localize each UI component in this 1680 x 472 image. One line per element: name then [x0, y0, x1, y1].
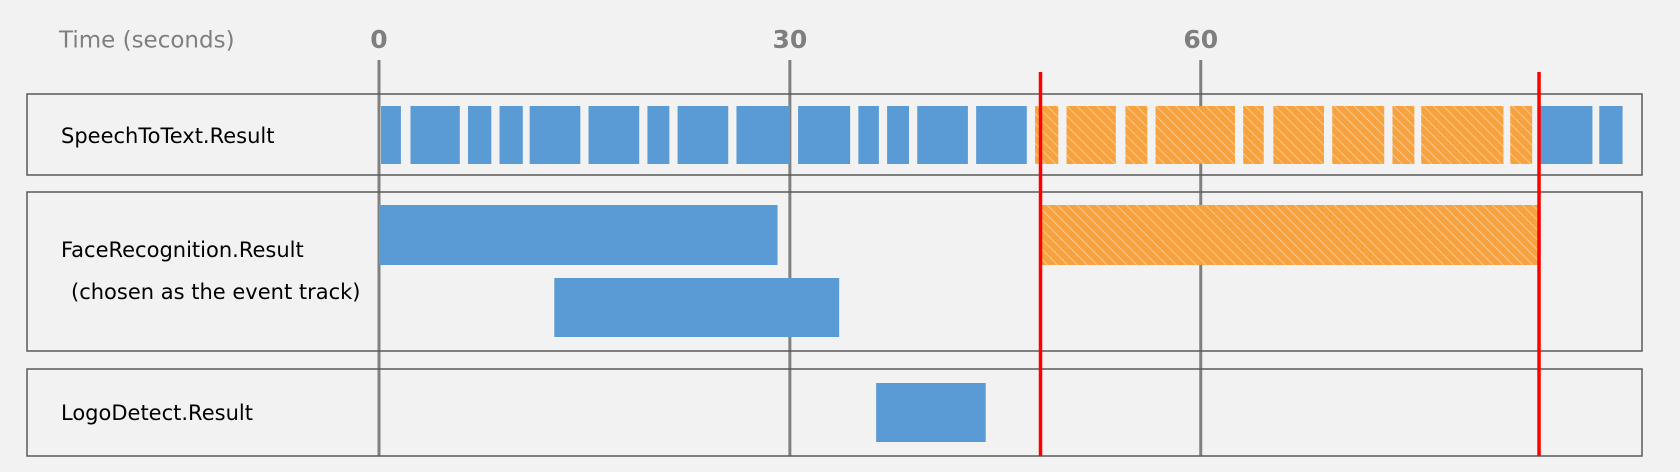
- track-note: (chosen as the event track): [71, 280, 361, 304]
- track-box: [26, 191, 1643, 352]
- segment: [379, 205, 778, 265]
- track-label: SpeechToText.Result: [61, 124, 275, 148]
- segment: [798, 106, 851, 164]
- x-tick-label: 30: [772, 25, 807, 54]
- segment: [887, 106, 910, 164]
- highlighted-segment: [1421, 106, 1504, 164]
- segment: [647, 106, 670, 164]
- highlighted-segment: [1392, 106, 1415, 164]
- track-box: [26, 368, 1643, 457]
- segment: [976, 106, 1027, 164]
- track-label: FaceRecognition.Result: [61, 238, 304, 262]
- tracks: SpeechToText.Result FaceRecognition.Resul…: [26, 93, 1643, 457]
- segment: [529, 106, 581, 164]
- segment: [381, 106, 401, 164]
- segment: [1540, 106, 1593, 164]
- segment: [410, 106, 460, 164]
- highlighted-segment: [1155, 106, 1235, 164]
- segment: [554, 278, 840, 337]
- segment: [917, 106, 968, 164]
- segment: [677, 106, 729, 164]
- x-tick-label: 60: [1183, 25, 1218, 54]
- segment: [1599, 106, 1623, 164]
- highlighted-segment: [1332, 106, 1385, 164]
- track-box: [26, 93, 1643, 176]
- segment: [876, 383, 986, 442]
- highlighted-segment: [1243, 106, 1264, 164]
- track-label: LogoDetect.Result: [61, 401, 253, 425]
- highlighted-segment: [1041, 205, 1538, 265]
- highlighted-segment: [1125, 106, 1148, 164]
- segment: [588, 106, 640, 164]
- highlighted-segment: [1273, 106, 1324, 164]
- segment: [736, 106, 790, 164]
- segment: [499, 106, 523, 164]
- highlighted-segment: [1035, 106, 1059, 164]
- segment: [858, 106, 879, 164]
- highlighted-segment: [1510, 106, 1533, 164]
- segment: [468, 106, 492, 164]
- highlighted-segment: [1066, 106, 1116, 164]
- axis-label: Time (seconds): [58, 28, 235, 54]
- x-tick-label: 0: [370, 25, 387, 54]
